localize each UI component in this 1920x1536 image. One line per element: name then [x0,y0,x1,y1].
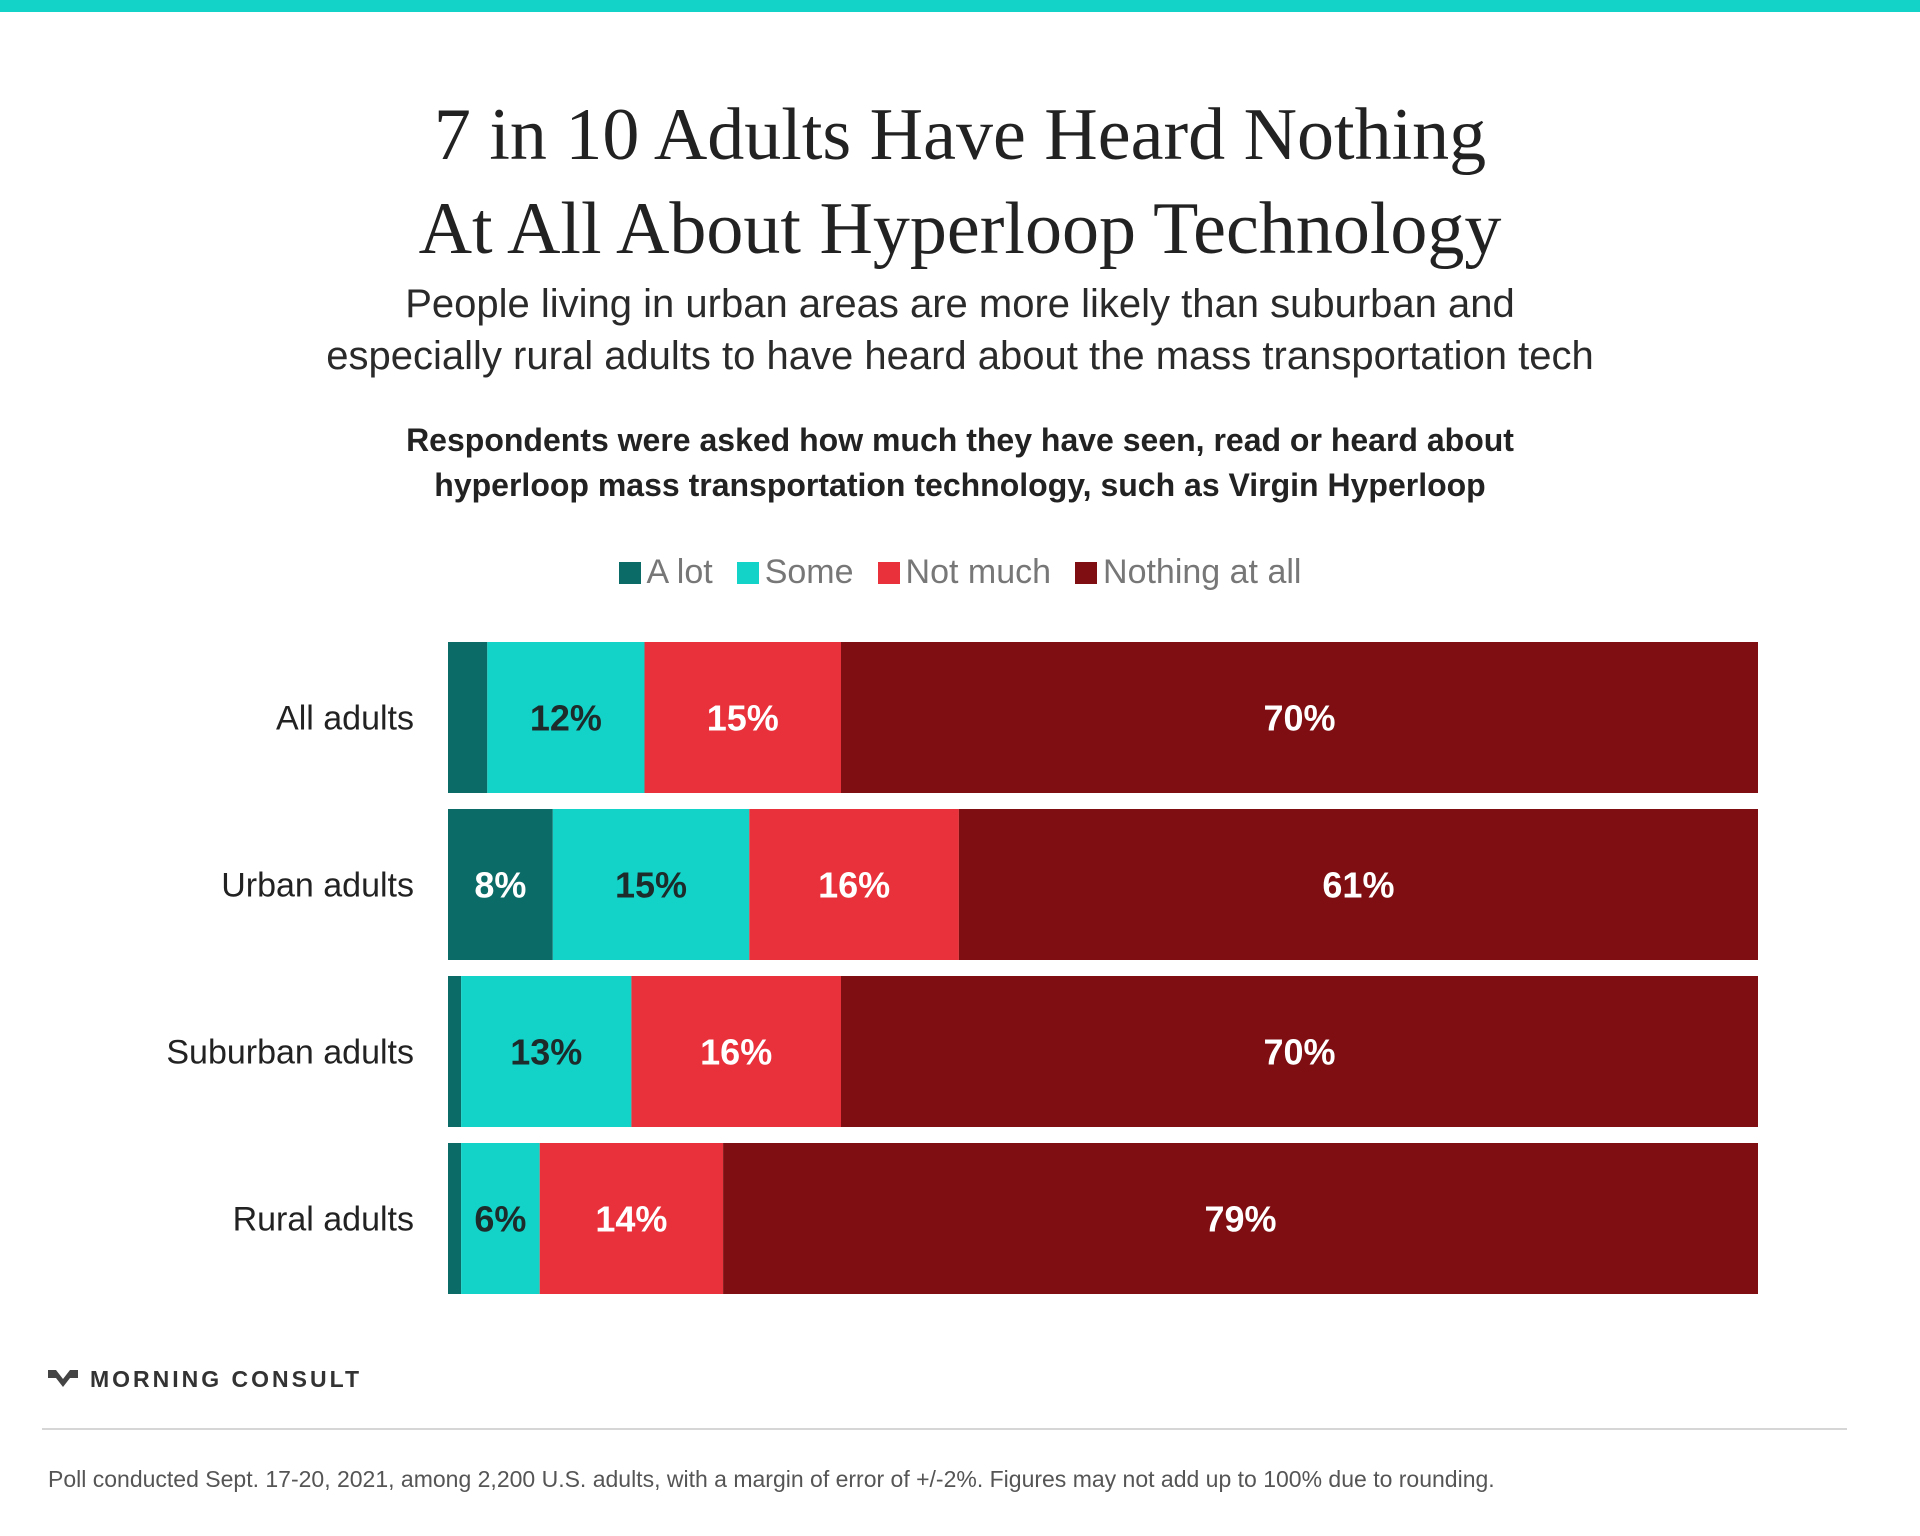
footer-divider [42,1428,1847,1430]
bar-urban-adults-some [552,809,750,960]
data-label-all-adults-some: 12% [530,698,602,739]
bar-rural-adults-not-much [539,1143,724,1294]
data-label-all-adults-nothing-at-all: 70% [1263,698,1335,739]
data-label-suburban-adults-not-much: 16% [700,1032,772,1073]
legend-swatch-a-lot [618,561,641,584]
category-label-all-adults: All adults [276,700,414,738]
bar-all-adults-a-lot [448,642,488,793]
bar-suburban-adults-a-lot [448,976,462,1127]
category-label-rural-adults: Rural adults [233,1201,414,1239]
data-label-all-adults-not-much: 15% [707,698,779,739]
legend-label-not-much: Not much [905,553,1052,591]
bar-urban-adults-nothing-at-all [958,809,1758,960]
bar-rural-adults-nothing-at-all [723,1143,1758,1294]
survey-question: Respondents were asked how much they hav… [0,418,1920,508]
poll-footnote: Poll conducted Sept. 17-20, 2021, among … [48,1466,1495,1492]
question-line-2: hyperloop mass transportation technology… [434,467,1486,503]
data-label-suburban-adults-nothing-at-all: 70% [1263,1032,1335,1073]
category-label-suburban-adults: Suburban adults [166,1034,414,1072]
morning-consult-logo-icon [48,1369,78,1387]
legend-swatch-some [736,561,759,584]
data-label-suburban-adults-some: 13% [510,1032,582,1073]
bar-all-adults-some [487,642,645,793]
chart-title: 7 in 10 Adults Have Heard Nothing At All… [0,88,1920,276]
data-label-urban-adults-nothing-at-all: 61% [1322,865,1394,906]
legend-item-some: Some [736,553,854,592]
top-accent-bar [0,0,1920,12]
bar-all-adults-not-much [644,642,841,793]
legend-label-nothing-at-all: Nothing at all [1103,553,1302,591]
question-line-1: Respondents were asked how much they hav… [406,422,1514,458]
data-label-rural-adults-some: 6% [474,1199,526,1240]
legend-swatch-nothing-at-all [1075,561,1098,584]
legend-label-a-lot: A lot [646,553,713,591]
data-label-rural-adults-not-much: 14% [595,1199,667,1240]
bar-suburban-adults-some [461,976,632,1127]
data-label-urban-adults-a-lot: 8% [474,865,526,906]
legend-label-some: Some [764,553,854,591]
stacked-bar-chart: All adults 12% 15% 70% Urban adults 8% 15% 16% 6… [166,642,1758,1294]
title-line-1: 7 in 10 Adults Have Heard Nothing [433,94,1487,176]
bar-all-adults-nothing-at-all [841,642,1758,793]
chart-legend: A lot Some Not much Nothing at all [0,553,1920,592]
bar-rural-adults-some [461,1143,540,1294]
subtitle-line-2: especially rural adults to have heard ab… [326,334,1594,378]
category-label-urban-adults: Urban adults [221,867,414,905]
bar-urban-adults-a-lot [448,809,553,960]
data-label-rural-adults-nothing-at-all: 79% [1205,1199,1277,1240]
bar-urban-adults-not-much [749,809,959,960]
bar-rural-adults-a-lot [448,1143,462,1294]
subtitle-line-1: People living in urban areas are more li… [405,282,1515,326]
bar-suburban-adults-nothing-at-all [841,976,1758,1127]
legend-item-nothing-at-all: Nothing at all [1075,553,1301,592]
chart-subtitle: People living in urban areas are more li… [0,278,1920,382]
data-label-urban-adults-not-much: 16% [818,865,890,906]
legend-item-not-much: Not much [877,553,1052,592]
bar-suburban-adults-not-much [631,976,841,1127]
brand-name: MORNING CONSULT [90,1366,363,1392]
brand-logo: MORNING CONSULT [48,1366,362,1393]
legend-item-a-lot: A lot [618,553,713,592]
title-line-2: At All About Hyperloop Technology [418,188,1502,270]
legend-swatch-not-much [877,561,900,584]
data-label-urban-adults-some: 15% [615,865,687,906]
